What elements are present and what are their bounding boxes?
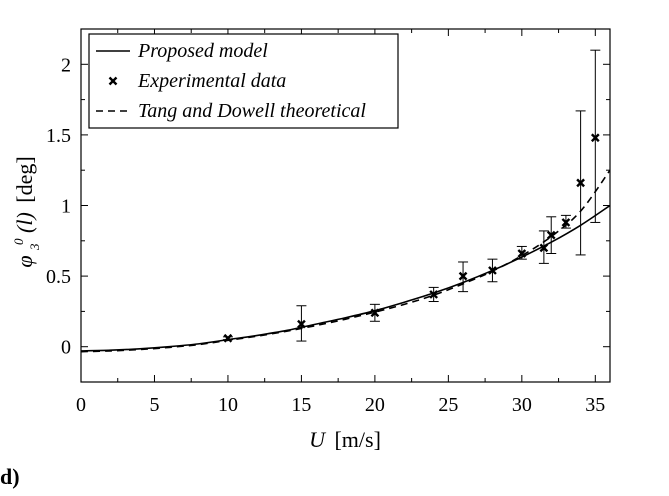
marker-x-stroke xyxy=(576,178,585,188)
y-tick-label: 1 xyxy=(61,196,71,218)
x-tick-label: 10 xyxy=(218,394,238,416)
x-tick-label: 30 xyxy=(512,394,532,416)
marker-x-stroke xyxy=(590,133,600,143)
legend-box xyxy=(88,33,399,129)
series-layer xyxy=(81,49,610,353)
legend-marker-x xyxy=(108,76,118,86)
y-axis-label: φ 3 0 (l) [deg] xyxy=(3,156,44,267)
data-point-experimental xyxy=(222,333,233,343)
x-tick-label: 0 xyxy=(76,394,86,416)
data-point-experimental xyxy=(546,216,557,255)
x-tick-label: 20 xyxy=(365,394,385,416)
y-tick-label: 1.5 xyxy=(46,125,71,147)
data-point-experimental xyxy=(575,110,586,256)
marker-x-stroke xyxy=(517,249,527,258)
legend: Proposed model Experimental data Tang an… xyxy=(88,33,399,129)
marker-x-stroke xyxy=(561,218,571,227)
legend-label-experimental: Experimental data xyxy=(137,70,286,92)
y-tick-label: 0.5 xyxy=(46,266,71,288)
x-tick-label: 15 xyxy=(291,394,311,416)
legend-label-proposed: Proposed model xyxy=(137,40,268,62)
x-tick-label: 25 xyxy=(438,394,458,416)
data-point-experimental xyxy=(560,214,571,229)
marker-x-stroke xyxy=(546,230,556,240)
y-axis-label-superscript: 0 xyxy=(11,238,26,245)
data-point-experimental xyxy=(428,286,439,303)
data-point-experimental xyxy=(487,258,498,283)
data-point-experimental xyxy=(369,303,380,322)
data-point-experimental xyxy=(516,245,527,260)
marker-x-stroke xyxy=(297,319,306,329)
data-point-experimental xyxy=(458,261,469,293)
panel-label: d) xyxy=(0,464,20,489)
y-tick-label: 0 xyxy=(61,337,71,359)
data-point-experimental xyxy=(296,305,307,342)
series-line-proposed xyxy=(81,204,610,352)
x-axis-label-unit: [m/s] xyxy=(334,427,380,452)
marker-x-stroke xyxy=(370,308,380,318)
x-axis-label-var: U xyxy=(309,427,327,452)
x-axis-label: U [m/s] xyxy=(309,427,381,452)
data-point-experimental xyxy=(590,49,601,223)
y-axis-label-symbol: φ xyxy=(12,256,37,268)
y-axis-label-unit: [deg] xyxy=(12,156,37,202)
series-line-tang-dowell xyxy=(81,169,610,353)
marker-x-stroke xyxy=(223,333,233,343)
x-tick-label: 35 xyxy=(585,394,605,416)
legend-label-tang-dowell: Tang and Dowell theoretical xyxy=(138,100,366,122)
marker-x-stroke xyxy=(488,266,497,275)
data-point-experimental xyxy=(538,230,549,264)
axis-ticks: 0 5 10 15 20 25 30 35 0 0.5 1 1.5 2 xyxy=(46,28,610,416)
marker-x-stroke xyxy=(429,290,439,299)
y-tick-label: 2 xyxy=(61,54,71,76)
x-tick-label: 5 xyxy=(149,394,159,416)
marker-x-stroke xyxy=(539,243,549,253)
y-axis-label-arg: (l) xyxy=(12,212,37,233)
marker-x-stroke xyxy=(458,271,468,281)
y-axis-label-subscript: 3 xyxy=(27,243,42,251)
